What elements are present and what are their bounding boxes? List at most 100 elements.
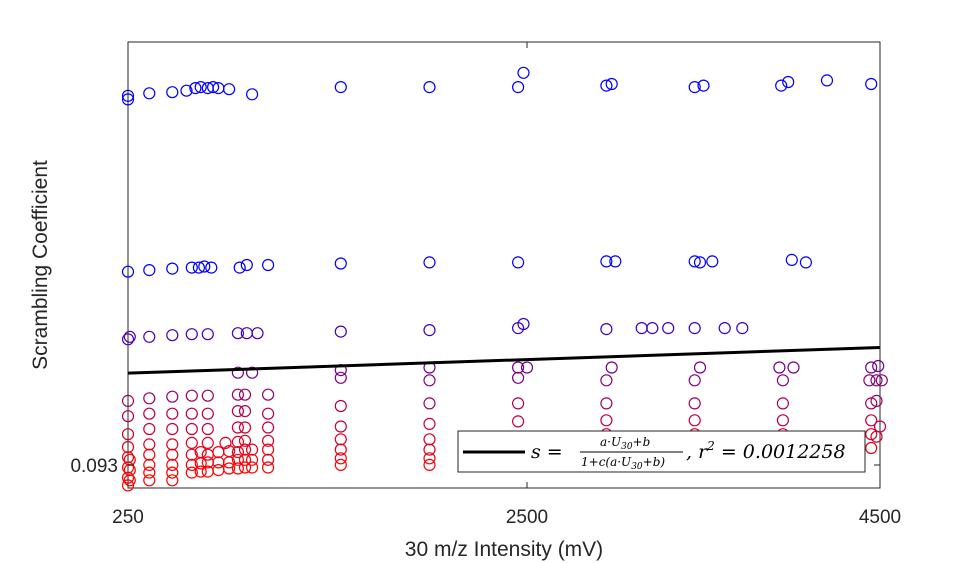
data-point <box>334 458 347 471</box>
data-point <box>143 330 156 343</box>
data-point <box>251 327 264 340</box>
data-point <box>201 422 214 436</box>
data-points <box>121 66 888 492</box>
data-point <box>688 322 701 335</box>
x-tick-label-250: 250 <box>112 507 144 528</box>
data-point <box>194 457 207 470</box>
data-point <box>166 422 179 436</box>
data-point <box>238 388 252 401</box>
data-point <box>718 322 731 335</box>
data-point <box>262 443 275 456</box>
data-point <box>262 461 275 474</box>
y-axis: 0.093 Scrambling Coefficient <box>29 160 880 477</box>
data-point <box>870 430 883 443</box>
legend-fraction: a·U30+b 1+c(a·U30+b) <box>580 435 683 472</box>
data-point <box>600 397 613 410</box>
data-point <box>185 389 198 402</box>
data-point <box>240 258 253 272</box>
data-point <box>166 438 179 451</box>
data-point <box>423 256 436 269</box>
data-point <box>799 256 813 269</box>
data-point <box>205 261 218 274</box>
data-point <box>706 255 719 268</box>
data-point <box>773 361 786 374</box>
data-point <box>166 407 179 420</box>
data-point <box>423 397 436 410</box>
data-point <box>121 93 135 106</box>
data-point <box>143 448 156 461</box>
x-tick-label-2500: 2500 <box>506 507 548 528</box>
data-point <box>662 322 675 335</box>
data-point <box>693 256 707 269</box>
data-point <box>166 329 179 342</box>
y-axis-label: Scrambling Coefficient <box>29 160 52 370</box>
data-point <box>334 420 347 433</box>
data-point <box>517 66 530 79</box>
data-point <box>423 458 436 471</box>
data-point <box>143 466 156 479</box>
data-point <box>246 366 259 379</box>
data-point <box>166 466 179 479</box>
x-axis-label: 30 m/z Intensity (mV) <box>405 538 603 561</box>
fit-line-group <box>127 346 881 375</box>
data-point <box>865 414 878 427</box>
data-point <box>334 371 347 384</box>
data-point <box>238 443 252 456</box>
data-point <box>865 441 878 455</box>
data-point <box>600 79 613 92</box>
data-point <box>219 436 232 449</box>
data-point <box>875 374 888 387</box>
data-point <box>121 265 135 278</box>
legend-lhs: s = <box>531 441 563 463</box>
data-point <box>166 262 179 275</box>
data-point <box>121 440 135 454</box>
data-point <box>143 87 156 100</box>
data-point <box>201 328 214 341</box>
data-point <box>166 458 179 471</box>
data-point <box>688 255 701 268</box>
data-point <box>688 80 701 94</box>
data-point <box>231 388 244 401</box>
data-point <box>776 374 790 387</box>
data-point <box>511 415 525 428</box>
data-point <box>820 74 834 87</box>
data-point <box>697 79 710 92</box>
data-point <box>334 257 347 270</box>
data-point <box>688 414 701 427</box>
data-point <box>143 474 156 487</box>
data-point <box>143 438 156 451</box>
data-point <box>238 421 252 434</box>
data-point <box>870 374 883 387</box>
data-point <box>185 448 198 461</box>
data-point <box>262 388 275 401</box>
data-point <box>423 433 436 446</box>
data-point <box>180 84 193 97</box>
data-point <box>334 443 347 456</box>
data-point <box>511 397 525 410</box>
data-point <box>185 261 198 274</box>
data-point <box>423 417 436 430</box>
data-point <box>238 461 252 474</box>
data-point <box>262 421 275 434</box>
data-point <box>201 389 214 402</box>
data-point <box>872 359 885 373</box>
data-point <box>605 361 618 374</box>
data-point <box>231 435 244 448</box>
data-point <box>207 80 220 94</box>
data-point <box>423 452 436 465</box>
data-point <box>185 407 198 420</box>
data-point <box>736 322 749 335</box>
data-point <box>166 86 179 99</box>
data-point <box>246 88 259 101</box>
data-point <box>231 405 244 418</box>
data-point <box>423 80 436 94</box>
data-point <box>511 256 525 269</box>
data-point <box>334 399 347 413</box>
data-point <box>223 83 236 96</box>
data-point <box>121 333 135 346</box>
data-point <box>863 374 876 387</box>
data-point <box>262 434 275 447</box>
data-point <box>231 421 244 434</box>
fit-line <box>127 346 881 375</box>
data-point <box>776 414 790 427</box>
